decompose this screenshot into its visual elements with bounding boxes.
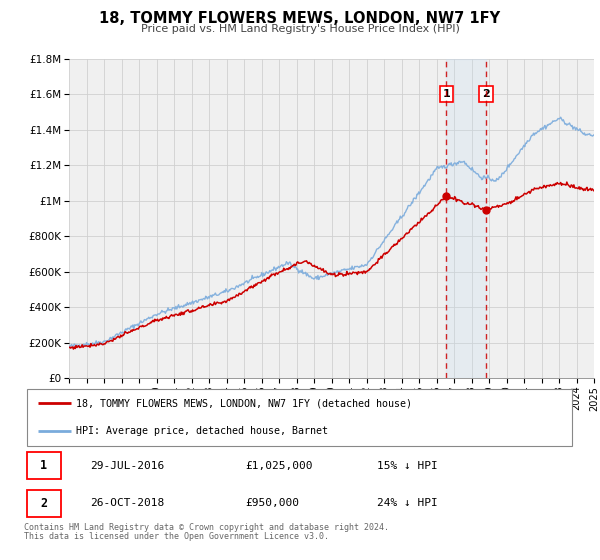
Text: 2: 2	[482, 89, 490, 99]
Text: 18, TOMMY FLOWERS MEWS, LONDON, NW7 1FY (detached house): 18, TOMMY FLOWERS MEWS, LONDON, NW7 1FY …	[76, 398, 412, 408]
FancyBboxPatch shape	[27, 452, 61, 479]
Text: 26-OCT-2018: 26-OCT-2018	[90, 498, 164, 508]
FancyBboxPatch shape	[27, 490, 61, 517]
Text: 2: 2	[40, 497, 47, 510]
Bar	[446, 59, 486, 378]
Text: 18, TOMMY FLOWERS MEWS, LONDON, NW7 1FY: 18, TOMMY FLOWERS MEWS, LONDON, NW7 1FY	[100, 11, 500, 26]
FancyBboxPatch shape	[27, 389, 572, 446]
Text: This data is licensed under the Open Government Licence v3.0.: This data is licensed under the Open Gov…	[24, 532, 329, 541]
Text: 1: 1	[40, 459, 47, 472]
Text: £950,000: £950,000	[245, 498, 299, 508]
Text: 15% ↓ HPI: 15% ↓ HPI	[377, 460, 438, 470]
Text: 24% ↓ HPI: 24% ↓ HPI	[377, 498, 438, 508]
Text: HPI: Average price, detached house, Barnet: HPI: Average price, detached house, Barn…	[76, 426, 328, 436]
Text: £1,025,000: £1,025,000	[245, 460, 313, 470]
Text: 1: 1	[443, 89, 451, 99]
Text: Contains HM Land Registry data © Crown copyright and database right 2024.: Contains HM Land Registry data © Crown c…	[24, 523, 389, 532]
Text: 29-JUL-2016: 29-JUL-2016	[90, 460, 164, 470]
Text: Price paid vs. HM Land Registry's House Price Index (HPI): Price paid vs. HM Land Registry's House …	[140, 24, 460, 34]
